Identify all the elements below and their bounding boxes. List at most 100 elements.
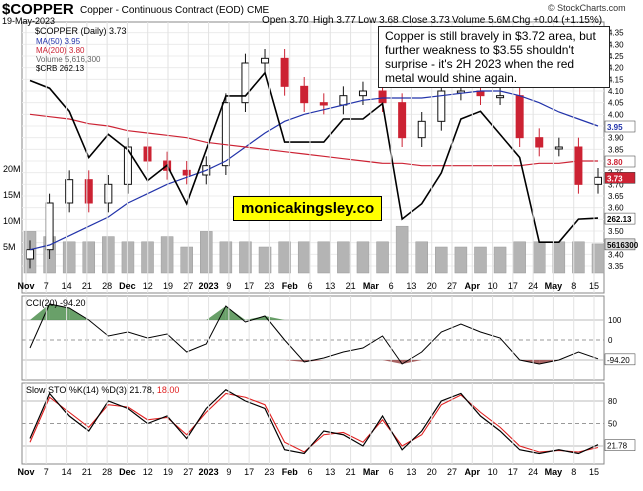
candle-body	[574, 146, 583, 185]
volume-bar	[415, 241, 428, 274]
y-tick-label: 3.85	[608, 145, 624, 154]
ma200-line	[29, 113, 598, 167]
y-tick-label: 4.30	[608, 40, 624, 49]
y-tick-label: 3.50	[608, 227, 624, 236]
legend-crb: $CRB 262.13	[36, 64, 85, 73]
y-tick-label: 4.35	[608, 29, 624, 38]
x-tick-label: May	[545, 467, 563, 477]
volume-bar	[572, 241, 585, 274]
cci-oversold-fill	[284, 360, 305, 362]
volume-badge-text: 5616300	[607, 241, 639, 250]
x-tick-label: 17	[244, 281, 254, 291]
candle-body	[45, 202, 54, 251]
x-tick-label: 27	[183, 281, 193, 291]
volume-bar	[591, 243, 605, 274]
volume-bar	[200, 231, 213, 274]
candle-body	[123, 146, 132, 185]
candle-body	[65, 179, 74, 204]
x-tick-label: 12	[143, 281, 153, 291]
x-tick-label: 23	[264, 281, 274, 291]
x-tick-label: Apr	[465, 281, 481, 291]
cci-oversold-fill	[382, 360, 403, 364]
candle-body	[26, 249, 34, 260]
x-tick-label: 17	[244, 467, 254, 477]
legend-sto: Slow STO %K(14) %D(3) 21.78, 18.00	[26, 385, 179, 395]
volume-bar	[180, 246, 193, 274]
y-tick-label: 3.35	[608, 262, 624, 271]
y-tick-label: 3.70	[608, 180, 624, 189]
candle-body	[554, 146, 563, 150]
x-tick-label: 13	[325, 281, 335, 291]
x-tick-label: 20	[427, 467, 437, 477]
y-tick-label: 4.15	[608, 75, 624, 84]
high-value: High 3.77	[313, 15, 356, 26]
change-value: Chg +0.04 (+1.15%)	[512, 15, 603, 26]
sto-k-line	[29, 389, 599, 455]
volume-bar	[395, 225, 409, 274]
annotation-box: Copper is still bravely in $3.72 area, b…	[378, 26, 610, 88]
x-tick-label: 27	[447, 467, 457, 477]
x-tick-label: 6	[389, 281, 394, 291]
legend-volume: Volume 5,616,300	[36, 55, 101, 64]
open-value: Open 3.70	[262, 15, 309, 26]
crb-line	[29, 71, 599, 243]
legend-cci: CCI(20) -94.20	[26, 298, 86, 308]
x-tick-label: 17	[508, 467, 518, 477]
legend-ma50: MA(50) 3.95	[36, 37, 81, 46]
cci-overbought-fill	[265, 316, 285, 320]
candle-body	[594, 176, 602, 185]
cci-badge-text: -94.20	[607, 356, 630, 365]
y-tick-label: 4.20	[608, 64, 624, 73]
x-tick-label: Feb	[282, 467, 299, 477]
volume-bar	[356, 241, 370, 274]
sto-tick-label: 80	[608, 397, 617, 406]
legend-main: $COPPER (Daily) 3.73	[35, 26, 127, 36]
candle-body	[417, 120, 426, 139]
volume-tick-label: 15M	[3, 190, 21, 200]
x-tick-label: Dec	[119, 467, 136, 477]
crb-badge	[604, 212, 636, 225]
volume-bar	[278, 241, 291, 274]
legend-sto-k: Slow STO %K(14) %D(3) 21.78,	[26, 385, 155, 395]
volume-bar	[219, 241, 233, 274]
x-tick-label: 28	[102, 467, 112, 477]
volume-bar	[493, 246, 507, 274]
volume-tick-label: 20M	[3, 164, 21, 174]
x-tick-label: 9	[226, 281, 231, 291]
x-tick-label: 8	[571, 467, 576, 477]
x-tick-label: 6	[307, 281, 312, 291]
cci-panel-frame	[21, 295, 605, 381]
low-value: Low 3.68	[358, 15, 399, 26]
cci-tick-label: 0	[608, 336, 613, 345]
volume-bar	[121, 241, 135, 274]
x-tick-label: 21	[82, 281, 92, 291]
sto-badge	[604, 439, 636, 451]
x-tick-label: Apr	[465, 467, 481, 477]
watermark-label: monicakingsley.co	[233, 196, 383, 221]
candle-body	[437, 90, 446, 122]
y-tick-label: 4.05	[608, 99, 624, 108]
volume-bar	[239, 241, 252, 274]
x-tick-label: 15	[589, 281, 599, 291]
exchange-label: CME	[247, 5, 270, 16]
x-tick-label: 13	[406, 281, 416, 291]
candle-body	[378, 90, 387, 104]
candle-body	[84, 179, 93, 204]
candle-body	[535, 137, 544, 148]
sto-badge-text: 21.78	[607, 442, 628, 451]
candle-body	[261, 57, 270, 64]
volume-bar	[435, 246, 448, 274]
y-tick-label: 4.00	[608, 110, 624, 119]
x-tick-label: Nov	[17, 281, 34, 291]
volume-bar	[297, 241, 311, 274]
x-tick-label: 27	[183, 467, 193, 477]
y-tick-label: 4.25	[608, 52, 624, 61]
x-tick-label: 6	[389, 467, 394, 477]
volume-bar	[474, 246, 487, 274]
x-tick-label: Dec	[119, 281, 136, 291]
cci-badge	[604, 353, 636, 366]
legend-sto-d: 18.00	[156, 385, 180, 395]
x-tick-label: 8	[571, 281, 576, 291]
x-tick-label: 14	[62, 281, 72, 291]
volume-bar	[337, 241, 350, 274]
